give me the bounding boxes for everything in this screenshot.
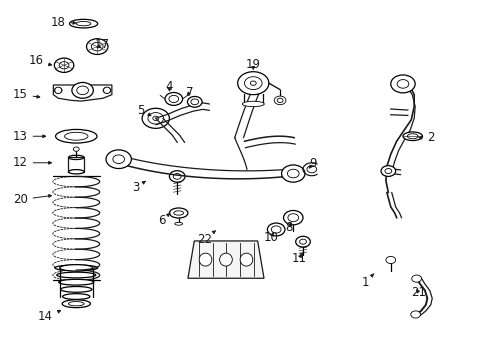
Circle shape (410, 311, 420, 318)
Circle shape (142, 108, 169, 129)
Circle shape (169, 171, 184, 182)
Polygon shape (53, 85, 112, 101)
Circle shape (168, 95, 178, 103)
Text: 12: 12 (13, 156, 51, 169)
Circle shape (267, 223, 285, 236)
Text: 15: 15 (13, 88, 40, 101)
Text: 4: 4 (165, 80, 172, 93)
Text: 7: 7 (186, 86, 193, 99)
Circle shape (277, 98, 283, 103)
Circle shape (384, 168, 391, 174)
Ellipse shape (69, 19, 98, 28)
Circle shape (77, 86, 88, 95)
Circle shape (54, 58, 74, 72)
Polygon shape (187, 241, 264, 278)
Circle shape (287, 214, 298, 222)
Circle shape (54, 87, 62, 93)
Ellipse shape (55, 87, 61, 94)
Circle shape (190, 99, 198, 105)
Text: 9: 9 (308, 157, 316, 170)
Ellipse shape (240, 253, 252, 266)
Ellipse shape (407, 134, 417, 139)
Ellipse shape (55, 265, 98, 271)
Text: 20: 20 (13, 193, 51, 206)
Circle shape (73, 147, 79, 151)
Circle shape (385, 256, 395, 264)
Circle shape (187, 96, 202, 107)
Ellipse shape (62, 294, 90, 300)
Circle shape (380, 166, 395, 176)
Circle shape (411, 275, 421, 282)
Ellipse shape (59, 279, 94, 285)
Circle shape (103, 87, 111, 93)
Ellipse shape (68, 155, 84, 159)
Circle shape (113, 155, 124, 163)
Circle shape (283, 211, 303, 225)
Circle shape (106, 150, 131, 168)
Text: 1: 1 (361, 274, 373, 289)
Circle shape (250, 81, 256, 85)
Ellipse shape (76, 22, 91, 26)
Ellipse shape (219, 253, 232, 266)
Text: 6: 6 (158, 213, 170, 227)
Ellipse shape (56, 130, 97, 143)
Circle shape (396, 80, 408, 88)
Ellipse shape (61, 287, 92, 292)
Circle shape (91, 42, 103, 51)
Text: 22: 22 (197, 231, 215, 246)
Circle shape (153, 116, 158, 121)
Ellipse shape (174, 222, 182, 225)
Circle shape (148, 113, 163, 124)
Text: 2: 2 (418, 131, 434, 144)
Ellipse shape (173, 211, 183, 215)
Circle shape (306, 166, 316, 173)
Circle shape (281, 165, 305, 182)
Circle shape (86, 39, 108, 54)
Text: 18: 18 (51, 17, 76, 30)
Ellipse shape (169, 208, 187, 218)
Circle shape (274, 96, 285, 105)
Text: 13: 13 (13, 130, 45, 143)
Text: 17: 17 (94, 38, 109, 51)
Circle shape (299, 239, 306, 244)
Text: 5: 5 (137, 104, 151, 117)
Circle shape (72, 82, 93, 98)
Ellipse shape (242, 101, 264, 107)
Text: 16: 16 (28, 54, 51, 67)
Text: 10: 10 (264, 231, 278, 244)
Circle shape (164, 93, 182, 105)
Ellipse shape (68, 170, 84, 174)
Circle shape (59, 62, 69, 69)
Circle shape (271, 226, 281, 233)
Text: 21: 21 (411, 287, 426, 300)
Circle shape (237, 72, 268, 95)
Ellipse shape (60, 265, 93, 271)
Ellipse shape (199, 253, 211, 266)
Text: 14: 14 (38, 310, 61, 324)
Circle shape (287, 169, 299, 178)
Circle shape (295, 236, 310, 247)
Text: 11: 11 (291, 252, 306, 265)
Ellipse shape (62, 300, 90, 308)
Ellipse shape (57, 272, 96, 278)
Circle shape (244, 77, 262, 90)
Circle shape (173, 174, 181, 179)
Text: 19: 19 (245, 58, 260, 71)
Text: 3: 3 (132, 181, 145, 194)
Circle shape (390, 75, 414, 93)
Text: 8: 8 (285, 221, 292, 234)
Ellipse shape (103, 87, 110, 94)
Ellipse shape (64, 132, 88, 140)
Ellipse shape (68, 302, 84, 306)
Ellipse shape (402, 132, 422, 140)
